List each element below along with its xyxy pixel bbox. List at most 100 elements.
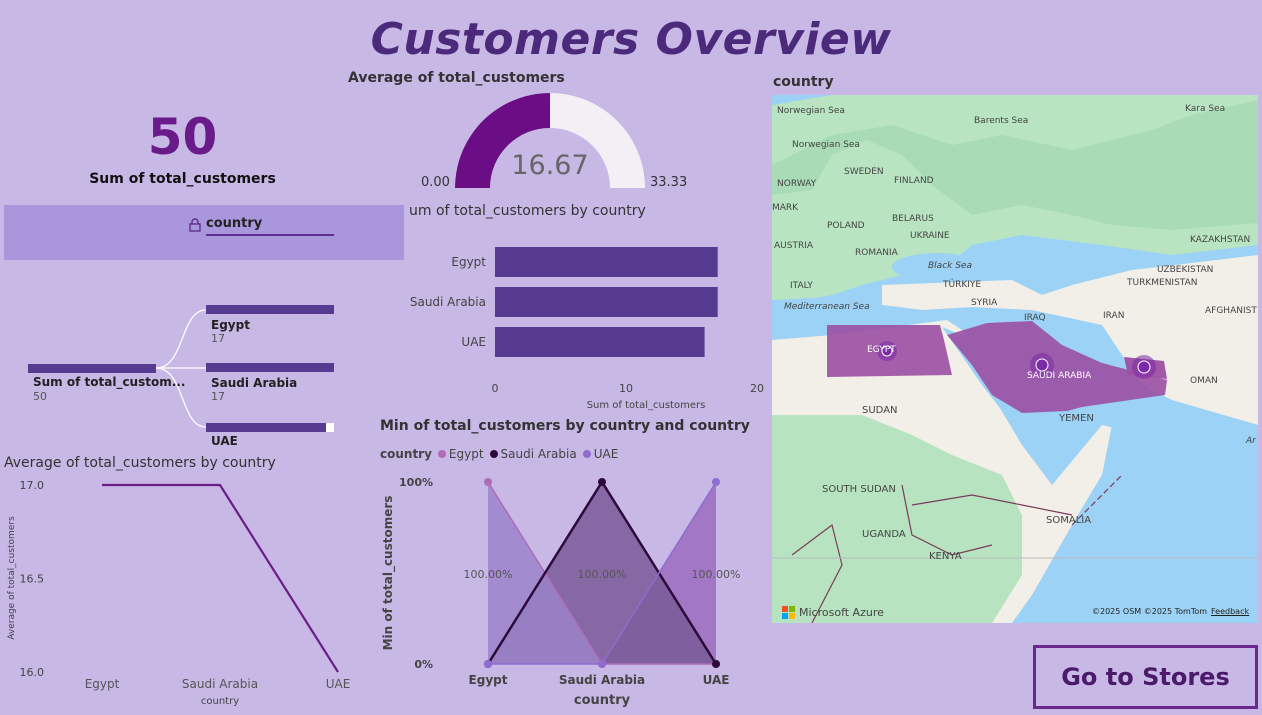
tree-node-label[interactable]: Egypt (211, 318, 250, 332)
y-axis-title: Min of total_customers (381, 496, 396, 651)
y-tick-label: 16.5 (20, 573, 45, 586)
node-bar-egypt (206, 305, 334, 314)
kpi-label: Sum of total_customers (89, 171, 276, 187)
area-chart: 100% 0% 100.00% 100.00% 100.00% Egypt Saudi Ar… (381, 476, 741, 708)
line-chart: 17.0 16.5 16.0 Egypt Saudi Arabia UAE country A… (7, 479, 351, 707)
filled-map[interactable]: Norwegian Sea Norwegian Sea Barents Sea … (772, 95, 1258, 623)
map-label: AUSTRIA (774, 241, 814, 251)
legend-title: country (380, 447, 432, 461)
map-label: SOMALIA (1046, 515, 1092, 526)
x-tick-label: UAE (326, 677, 351, 691)
gauge-value-arc (455, 92, 551, 188)
map-label: Norwegian Sea (777, 106, 845, 116)
area-point (598, 478, 606, 486)
legend-dot (489, 450, 498, 458)
map-label: ROMANIA (855, 248, 898, 258)
bar-chart: Egypt Saudi Arabia UAE 0 10 20 Sum of total_cu… (410, 247, 764, 411)
bar-category-label: Egypt (451, 255, 486, 269)
map-label: UZBEKISTAN (1157, 265, 1214, 275)
gauge-title: Average of total_customers (348, 70, 565, 86)
bar (495, 247, 718, 277)
line-chart-title: Average of total_customers by country (4, 455, 276, 471)
decomposition-tree (28, 305, 334, 432)
slicer-label: country (206, 216, 263, 231)
map-title: country (773, 74, 834, 90)
legend-dot (437, 450, 446, 458)
map-label: FINLAND (894, 176, 934, 186)
area-point (712, 660, 720, 668)
map-copyright: ©2025 OSM ©2025 TomTom (1092, 607, 1208, 616)
map-label: SUDAN (862, 405, 898, 416)
tree-root-value: 50 (33, 390, 47, 403)
map-label: Ar (1246, 436, 1256, 446)
map-label: KENYA (929, 551, 962, 562)
legend-dot (582, 450, 591, 458)
tree-node-label[interactable]: UAE (211, 434, 238, 448)
map-label: AFGHANIST (1205, 306, 1257, 316)
x-axis-title: country (201, 696, 239, 707)
y-tick-label: 0% (414, 658, 433, 671)
slicer-underline (206, 234, 334, 236)
map-canvas (772, 95, 1258, 623)
map-label: OMAN (1190, 376, 1218, 386)
map-label: IRAN (1103, 311, 1125, 321)
x-axis-title: country (574, 693, 631, 708)
microsoft-logo-icon (782, 606, 795, 619)
legend-item-saudi-arabia[interactable]: Saudi Arabia (489, 447, 577, 461)
area-point (484, 660, 492, 668)
tree-connector (155, 309, 207, 369)
bar (495, 287, 718, 317)
node-bar-saudi-arabia (206, 363, 334, 372)
map-label: SWEDEN (844, 167, 884, 177)
y-tick-label: 16.0 (20, 666, 45, 679)
legend-item-uae[interactable]: UAE (582, 447, 618, 461)
map-label: POLAND (827, 221, 865, 231)
gauge-max-label: 33.33 (650, 175, 688, 190)
gauge-min-label: 0.00 (421, 175, 450, 190)
map-label: SAUDI ARABIA (1027, 371, 1092, 381)
data-label: 100.00% (692, 568, 741, 581)
go-to-stores-button[interactable]: Go to Stores (1033, 645, 1258, 709)
legend-item-egypt[interactable]: Egypt (437, 447, 484, 461)
lock-icon (189, 218, 201, 232)
kpi-value: 50 (147, 108, 218, 166)
tree-node-value: 17 (211, 390, 225, 403)
map-label: UKRAINE (910, 231, 950, 241)
map-label: UGANDA (862, 529, 906, 540)
country-slicer[interactable] (4, 205, 404, 260)
gauge-value: 16.67 (511, 150, 589, 181)
tree-node-value: 17 (211, 332, 225, 345)
map-label: BELARUS (892, 214, 934, 224)
node-bar-uae (206, 423, 326, 432)
map-feedback-link[interactable]: Feedback (1211, 607, 1250, 616)
tree-root-label: Sum of total_custom... (33, 375, 186, 389)
y-axis-title: Average of total_customers (7, 516, 17, 640)
map-label: Black Sea (928, 261, 972, 271)
y-tick-label: 100% (399, 476, 433, 489)
x-tick-label: 10 (619, 382, 633, 395)
map-label: ITALY (790, 281, 813, 291)
map-label: TURKMENISTAN (1127, 278, 1198, 288)
area-point (598, 660, 606, 668)
bar (495, 327, 705, 357)
map-label: Barents Sea (974, 116, 1029, 126)
x-tick-label: Saudi Arabia (182, 677, 258, 691)
map-label: SYRIA (971, 298, 998, 308)
x-tick-label: Egypt (85, 677, 120, 691)
page-title: Customers Overview (370, 14, 892, 65)
line-series (102, 483, 339, 673)
map-label: TÜRKIYE (943, 280, 982, 290)
bar-chart-title: um of total_customers by country (409, 203, 646, 219)
map-label: Mediterranean Sea (784, 302, 870, 312)
map-label: Norwegian Sea (792, 140, 860, 150)
tree-node-label[interactable]: Saudi Arabia (211, 376, 298, 390)
map-label: Kara Sea (1185, 104, 1226, 114)
map-label: EGYPT (867, 345, 896, 355)
area-chart-title: Min of total_customers by country and co… (380, 418, 750, 434)
x-tick-label: 20 (750, 382, 764, 395)
y-tick-label: 17.0 (20, 479, 45, 492)
bar-category-label: Saudi Arabia (410, 295, 486, 309)
gauge-chart (455, 92, 645, 188)
area-series (488, 482, 716, 664)
map-label: NORWAY (777, 179, 817, 189)
